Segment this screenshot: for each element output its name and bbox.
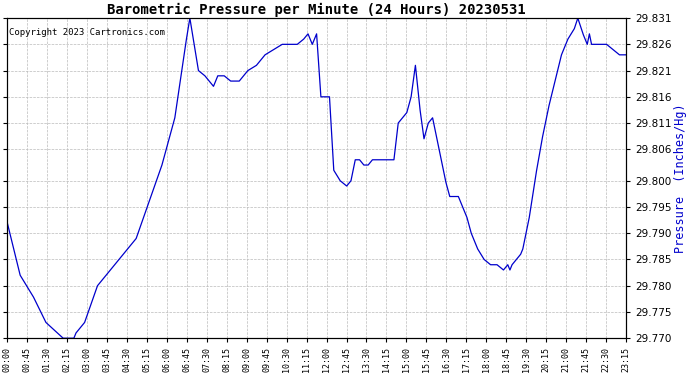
Y-axis label: Pressure  (Inches/Hg): Pressure (Inches/Hg) <box>674 104 687 253</box>
Text: Copyright 2023 Cartronics.com: Copyright 2023 Cartronics.com <box>9 28 165 37</box>
Title: Barometric Pressure per Minute (24 Hours) 20230531: Barometric Pressure per Minute (24 Hours… <box>107 3 526 17</box>
